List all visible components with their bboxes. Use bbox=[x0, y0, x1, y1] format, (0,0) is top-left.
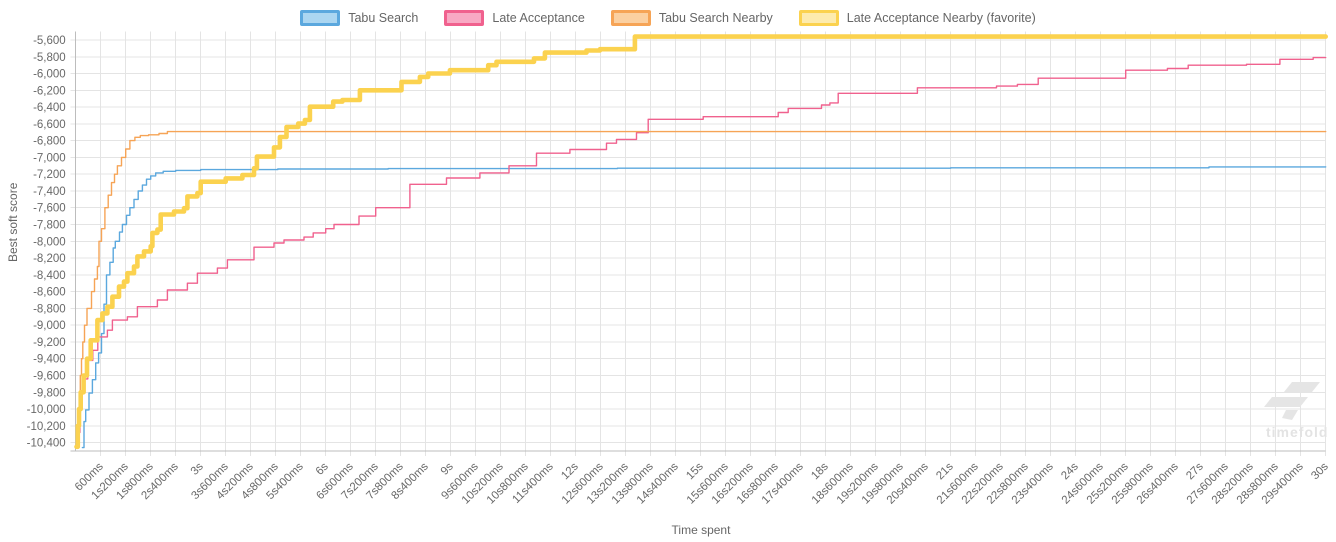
svg-text:-6,000: -6,000 bbox=[33, 69, 66, 81]
svg-text:-8,000: -8,000 bbox=[33, 236, 66, 248]
svg-text:-7,800: -7,800 bbox=[33, 220, 66, 232]
svg-text:-7,000: -7,000 bbox=[33, 152, 66, 164]
gridlines bbox=[70, 31, 1327, 456]
svg-text:-8,400: -8,400 bbox=[33, 270, 66, 282]
svg-text:-8,600: -8,600 bbox=[33, 287, 66, 299]
legend-swatch-icon bbox=[610, 10, 651, 26]
series-line-late-acceptance bbox=[75, 56, 1327, 447]
svg-text:-9,400: -9,400 bbox=[33, 354, 66, 366]
legend-item-late-acceptance-nearby-favorite[interactable]: Late Acceptance Nearby (favorite) bbox=[798, 10, 1036, 26]
svg-text:-5,800: -5,800 bbox=[33, 52, 66, 64]
svg-text:-6,400: -6,400 bbox=[33, 102, 66, 114]
legend-item-tabu-search[interactable]: Tabu Search bbox=[300, 10, 418, 26]
series-line-tabu-search-nearby bbox=[75, 130, 1327, 448]
svg-text:-8,800: -8,800 bbox=[33, 303, 66, 315]
legend-label: Tabu Search bbox=[348, 11, 419, 25]
legend-label: Late Acceptance Nearby (favorite) bbox=[846, 11, 1036, 25]
svg-text:3s: 3s bbox=[189, 460, 206, 477]
svg-text:-8,200: -8,200 bbox=[33, 253, 66, 265]
svg-text:9s: 9s bbox=[439, 460, 456, 477]
svg-text:-6,200: -6,200 bbox=[33, 85, 66, 97]
svg-text:-7,600: -7,600 bbox=[33, 203, 66, 215]
svg-text:-10,200: -10,200 bbox=[27, 421, 66, 433]
series-lines bbox=[74, 34, 1328, 450]
svg-text:-9,600: -9,600 bbox=[33, 371, 66, 383]
svg-text:-10,400: -10,400 bbox=[27, 438, 66, 450]
axis-lines bbox=[70, 31, 1326, 452]
svg-text:-6,600: -6,600 bbox=[33, 119, 66, 131]
svg-text:-10,000: -10,000 bbox=[27, 404, 66, 416]
svg-text:-9,000: -9,000 bbox=[33, 320, 66, 332]
svg-text:-7,400: -7,400 bbox=[33, 186, 66, 198]
legend-item-tabu-search-nearby[interactable]: Tabu Search Nearby bbox=[610, 10, 773, 26]
chart-legend: Tabu Search Late Acceptance Tabu Search Ne… bbox=[0, 6, 1336, 30]
y-axis-title: Best soft score bbox=[6, 182, 20, 262]
y-axis-tick-labels: -5,600 -5,800 -6,000 -6,200 -6,400 -6,600 -6,8… bbox=[27, 35, 66, 450]
svg-text:30s: 30s bbox=[1309, 460, 1331, 482]
svg-text:-9,800: -9,800 bbox=[33, 387, 66, 399]
svg-text:-7,200: -7,200 bbox=[33, 169, 66, 181]
legend-swatch-icon bbox=[444, 10, 485, 26]
legend-swatch-icon bbox=[300, 10, 341, 26]
svg-text:-5,600: -5,600 bbox=[33, 35, 66, 47]
legend-label: Tabu Search Nearby bbox=[658, 11, 773, 25]
legend-swatch-icon bbox=[798, 10, 839, 26]
legend-item-late-acceptance[interactable]: Late Acceptance bbox=[444, 10, 585, 26]
svg-text:6s: 6s bbox=[314, 460, 331, 477]
svg-text:-9,200: -9,200 bbox=[33, 337, 66, 349]
series-line-late-acceptance-nearby-favorite bbox=[74, 34, 1328, 450]
series-line-tabu-search bbox=[81, 166, 1327, 449]
svg-text:-6,800: -6,800 bbox=[33, 136, 66, 148]
x-axis-title: Time spent bbox=[671, 523, 731, 537]
legend-label: Late Acceptance bbox=[492, 11, 585, 25]
